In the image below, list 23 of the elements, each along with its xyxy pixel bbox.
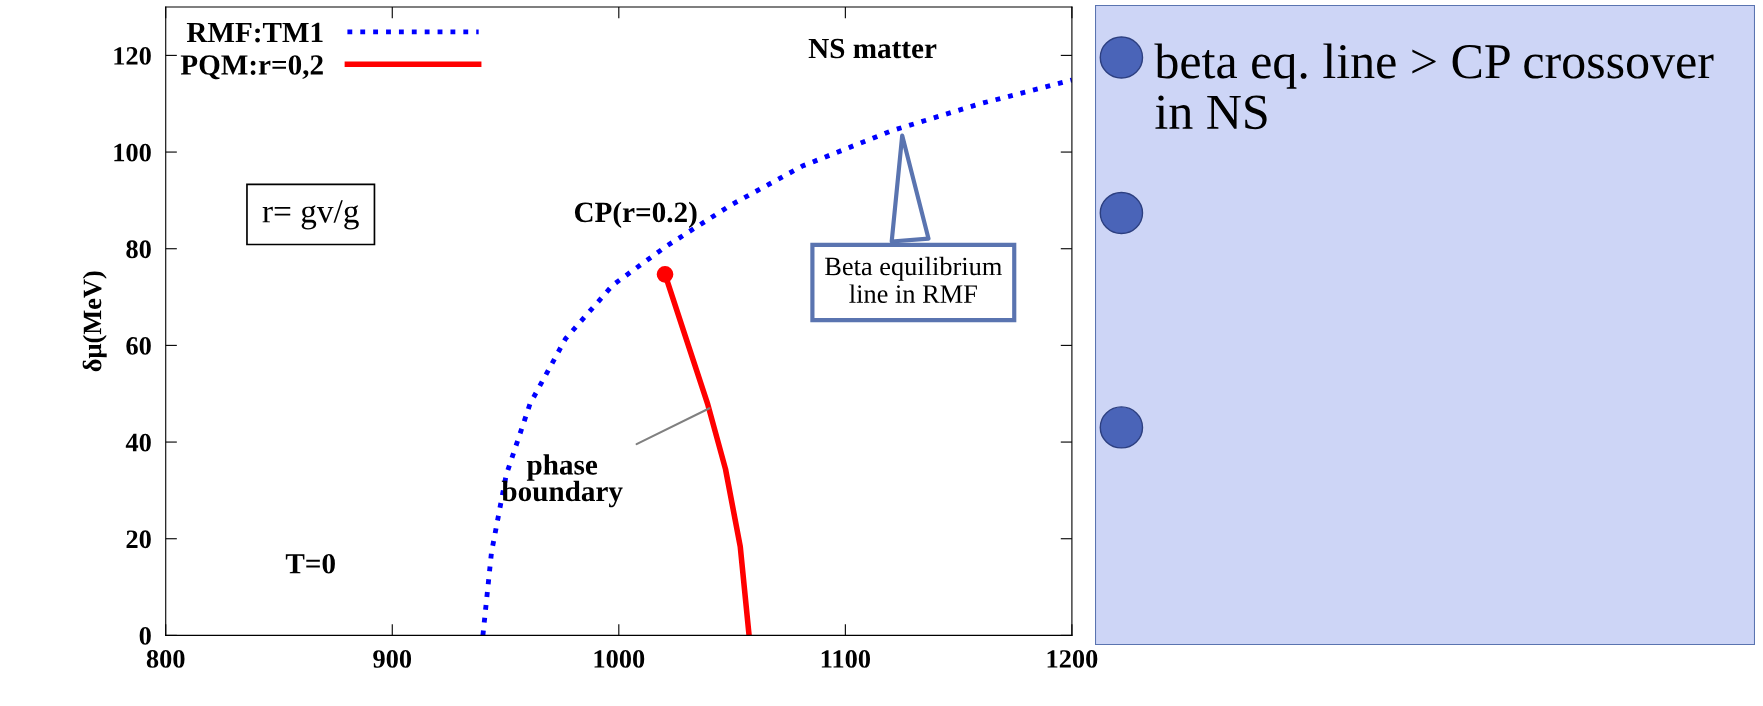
y-tick-label: 60: [126, 337, 151, 355]
annotation: NS matter: [808, 38, 937, 59]
legend-label: RMF:TM1: [186, 22, 323, 43]
x-tick-label: 1200: [1047, 650, 1098, 668]
y-tick-label: 0: [139, 627, 151, 645]
legend-label: PQM:r=0,2: [180, 55, 323, 80]
y-tick-label: 20: [126, 530, 151, 549]
y-tick-label: 120: [114, 47, 151, 65]
annotation: r= gv/g: [262, 200, 359, 230]
text: beta eq. line > CP crossover in NS: [1154, 43, 1714, 130]
line-series: [480, 77, 1072, 636]
y-axis-title: δμ(MeV): [82, 271, 107, 372]
annotation: T=0: [285, 553, 335, 574]
annotation: CP(r=0.2): [574, 201, 697, 229]
x-tick-label: 800: [146, 650, 185, 668]
y-tick-label: 80: [126, 240, 151, 259]
annotation: Beta equilibrium line in RMF: [825, 256, 1002, 303]
annotation: phase boundary: [501, 454, 623, 508]
x-tick-label: 900: [373, 650, 412, 668]
y-tick-label: 100: [114, 143, 151, 162]
x-tick-label: 1100: [821, 650, 871, 668]
y-tick-label: 40: [125, 433, 151, 452]
x-tick-label: 1000: [594, 650, 645, 668]
